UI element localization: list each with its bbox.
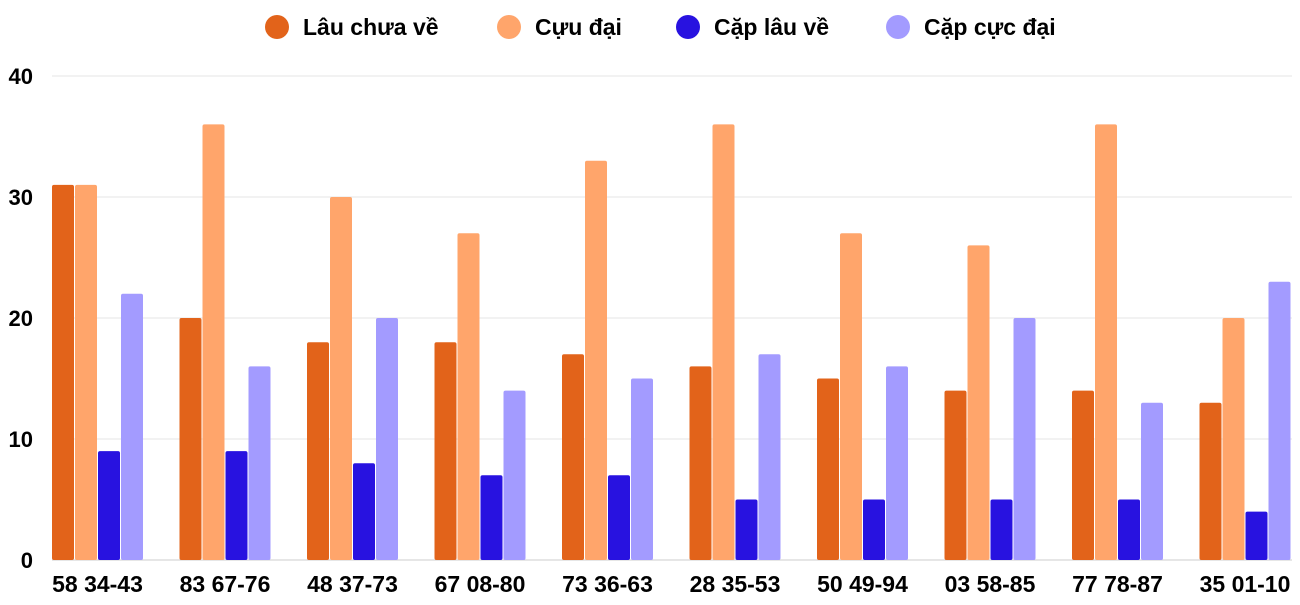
bar-3-6 [735,499,758,560]
legend-swatch [497,15,521,39]
bar-1-5 [562,354,584,560]
bar-3-7 [863,499,885,560]
x-tick-label: 58 34-43 [52,571,143,597]
bar-1-6 [689,366,712,560]
x-tick-label: 28 35-53 [690,571,781,597]
bar-3-1 [98,451,120,560]
bar-4-5 [631,378,653,560]
legend-label: Lâu chưa về [303,14,439,40]
bar-2-5 [585,160,607,560]
x-tick-label: 77 78-87 [1072,571,1163,597]
bar-1-1 [52,184,74,560]
bar-1-3 [307,342,329,560]
bar-3-10 [1245,511,1268,560]
bar-4-8 [1013,318,1036,560]
bar-1-8 [944,390,967,560]
x-tick-label: 83 67-76 [180,571,271,597]
bar-4-2 [248,366,271,560]
x-tick-label: 35 01-10 [1200,571,1291,597]
x-tick-label: 48 37-73 [307,571,398,597]
bar-3-9 [1118,499,1140,560]
x-tick-label: 73 36-63 [562,571,653,597]
legend: Lâu chưa về Cựu đại Cặp lâu về Cặp cực đại [265,14,1056,40]
bar-3-3 [353,463,375,560]
bar-4-3 [376,318,398,560]
x-tick-label: 03 58-85 [945,571,1036,597]
x-tick-label: 50 49-94 [817,571,908,597]
bar-2-6 [712,124,735,561]
bar-4-6 [758,354,781,560]
y-tick-label: 30 [9,185,33,210]
bar-2-7 [840,233,862,561]
bar-2-1 [75,184,97,560]
bar-1-7 [817,378,839,560]
x-axis: 58 34-43 83 67-76 48 37-73 67 08-80 73 36-63… [52,571,1290,597]
y-tick-label: 40 [9,64,33,89]
legend-label: Cặp lâu về [714,14,829,40]
legend-label: Cặp cực đại [924,14,1056,40]
bar-2-4 [457,233,480,561]
bar-2-9 [1095,124,1117,561]
bar-3-8 [990,499,1013,560]
bar-4-7 [886,366,908,560]
bar-1-2 [179,318,202,560]
legend-swatch [676,15,700,39]
x-tick-label: 67 08-80 [435,571,526,597]
bar-4-1 [121,293,143,560]
y-axis: 0 10 20 30 40 [9,64,33,573]
bar-1-4 [434,342,457,560]
bar-4-4 [503,390,526,560]
bar-2-10 [1222,318,1245,560]
bar-3-5 [608,475,630,560]
bar-2-3 [330,197,352,560]
bar-1-10 [1199,402,1222,560]
legend-swatch [886,15,910,39]
bar-3-2 [225,451,248,560]
legend-label: Cựu đại [535,14,622,40]
bar-2-8 [967,245,990,560]
bars [52,124,1291,561]
bar-2-2 [202,124,225,561]
y-tick-label: 20 [9,306,33,331]
bar-1-9 [1072,390,1094,560]
y-tick-label: 10 [9,427,33,452]
y-tick-label: 0 [21,548,33,573]
bar-3-4 [480,475,503,560]
legend-swatch [265,15,289,39]
bar-4-10 [1268,281,1291,560]
bar-4-9 [1141,402,1163,560]
